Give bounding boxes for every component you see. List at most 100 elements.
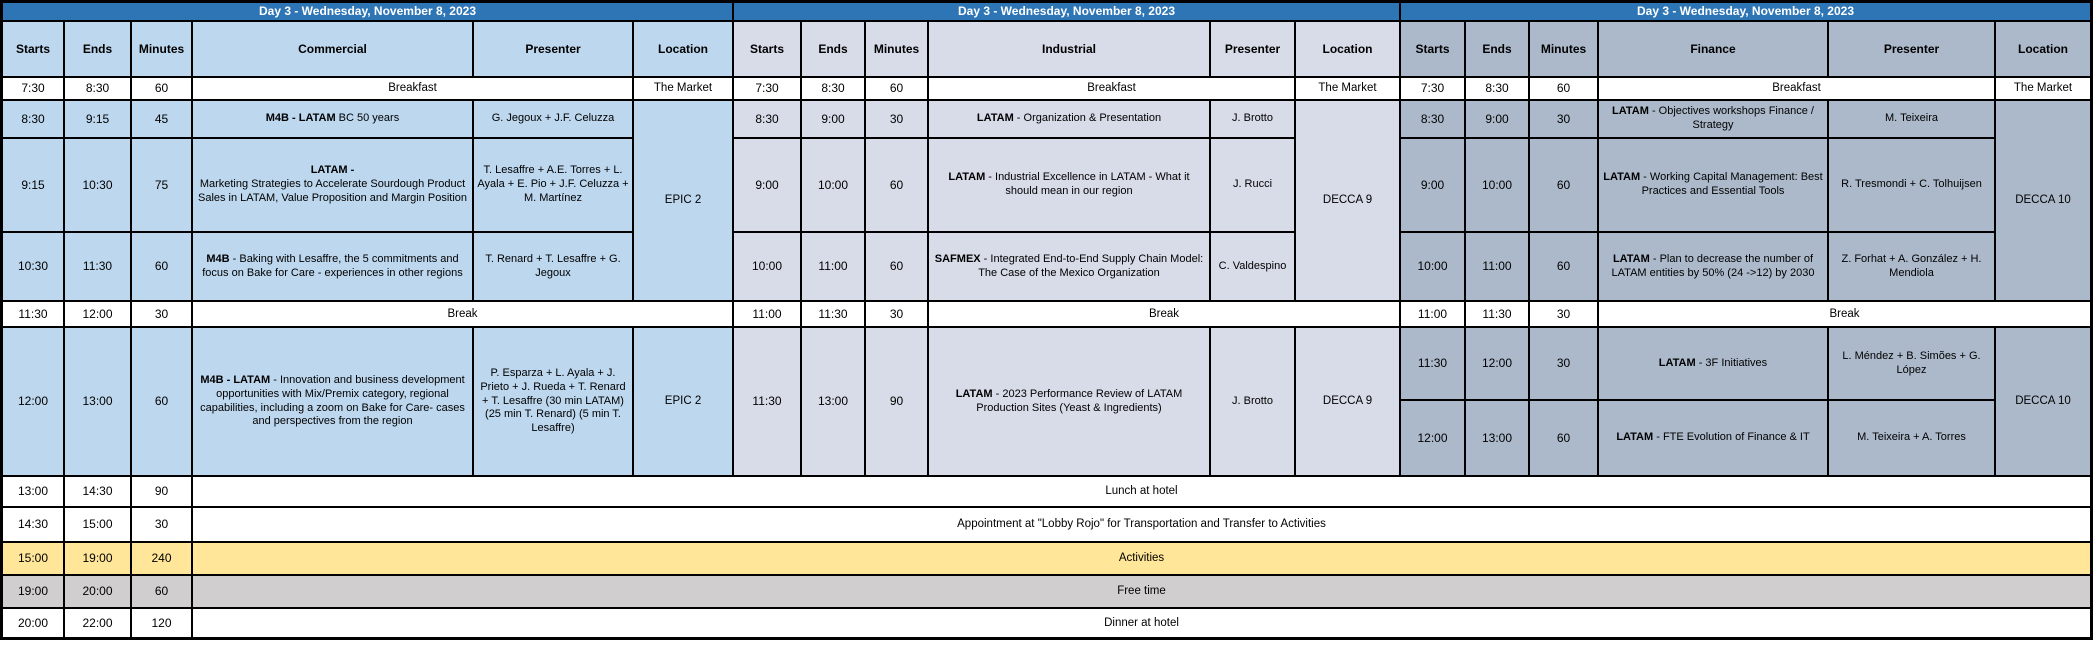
session-starts-industrial: 11:30 [734, 328, 800, 475]
full-row-starts: 14:30 [3, 508, 63, 541]
session-starts-finance: 12:00 [1401, 401, 1464, 475]
session-starts-finance: 8:30 [1401, 101, 1464, 137]
morning-location-industrial: DECCA 9 [1296, 101, 1399, 300]
session-minutes-finance: 60 [1530, 233, 1597, 300]
break-ends-commercial: 12:00 [65, 302, 130, 326]
breakfast-starts-finance: 7:30 [1401, 78, 1464, 99]
session-ends-industrial: 9:00 [802, 101, 864, 137]
session-ends-commercial: 10:30 [65, 139, 130, 231]
topic-bold-prefix: M4B [206, 252, 230, 265]
session-topic-finance: LATAM - Plan to decrease the number of L… [1599, 233, 1827, 300]
topic-text: - Innovation and business development op… [200, 374, 465, 428]
session-minutes-finance: 60 [1530, 139, 1597, 231]
header-minutes-industrial: Minutes [866, 22, 927, 76]
topic-bold-prefix: LATAM [1603, 171, 1641, 184]
session-presenter-industrial: J. Rucci [1211, 139, 1294, 231]
header-minutes-commercial: Minutes [132, 22, 191, 76]
session-starts-commercial: 12:00 [3, 328, 63, 475]
session-starts-finance: 11:30 [1401, 328, 1464, 399]
header-track-finance: Finance [1599, 22, 1827, 76]
session-ends-finance: 9:00 [1466, 101, 1528, 137]
topic-text: - Integrated End-to-End Supply Chain Mod… [978, 252, 1204, 279]
session-presenter-industrial: C. Valdespino [1211, 233, 1294, 300]
topic-text: - Baking with Lesaffre, the 5 commitment… [202, 252, 463, 279]
session-presenter-finance: L. Méndez + B. Simões + G. López [1829, 328, 1994, 399]
session-minutes-industrial: 90 [866, 328, 927, 475]
header-location-commercial: Location [634, 22, 732, 76]
section-title-commercial: Day 3 - Wednesday, November 8, 2023 [3, 3, 732, 20]
afternoon-location-finance: DECCA 10 [1996, 328, 2090, 475]
break-starts-finance: 11:00 [1401, 302, 1464, 326]
full-row-ends: 14:30 [65, 477, 130, 506]
session-topic-finance: LATAM - Working Capital Management: Best… [1599, 139, 1827, 231]
afternoon-location-commercial: EPIC 2 [634, 328, 732, 475]
full-row-starts: 20:00 [3, 609, 63, 637]
full-row-starts: 19:00 [3, 576, 63, 607]
break-ends-industrial: 11:30 [802, 302, 864, 326]
full-row-label: Free time [193, 576, 2090, 607]
header-ends-finance: Ends [1466, 22, 1528, 76]
session-ends-industrial: 10:00 [802, 139, 864, 231]
session-minutes-commercial: 45 [132, 101, 191, 137]
session-topic-industrial: SAFMEX - Integrated End-to-End Supply Ch… [929, 233, 1209, 300]
topic-bold-prefix: LATAM [1658, 356, 1696, 369]
full-row-starts: 13:00 [3, 477, 63, 506]
breakfast-starts-industrial: 7:30 [734, 78, 800, 99]
session-ends-finance: 13:00 [1466, 401, 1528, 475]
full-row-ends: 20:00 [65, 576, 130, 607]
session-minutes-commercial: 60 [132, 328, 191, 475]
topic-bold-prefix: LATAM [976, 112, 1014, 125]
full-row-label: Appointment at "Lobby Rojo" for Transpor… [193, 508, 2090, 541]
breakfast-minutes-industrial: 60 [866, 78, 927, 99]
session-topic-commercial: M4B - Baking with Lesaffre, the 5 commit… [193, 233, 472, 300]
breakfast-location-industrial: The Market [1296, 78, 1399, 99]
topic-bold-prefix: LATAM [955, 387, 993, 400]
break-label-finance: Break [1599, 302, 2090, 326]
session-minutes-commercial: 60 [132, 233, 191, 300]
topic-bold-prefix: LATAM [1612, 252, 1650, 265]
topic-text: - Organization & Presentation [1013, 112, 1162, 125]
topic-text: - Objectives workshops Finance / Strateg… [1648, 105, 1814, 131]
session-starts-commercial: 9:15 [3, 139, 63, 231]
header-location-finance: Location [1996, 22, 2090, 76]
header-ends-industrial: Ends [802, 22, 864, 76]
full-row-minutes: 90 [132, 477, 191, 506]
session-ends-industrial: 11:00 [802, 233, 864, 300]
session-presenter-finance: M. Teixeira [1829, 101, 1994, 137]
session-minutes-commercial: 75 [132, 139, 191, 231]
session-presenter-commercial: T. Renard + T. Lesaffre + G. Jegoux [474, 233, 632, 300]
session-topic-finance: LATAM - Objectives workshops Finance / S… [1599, 101, 1827, 137]
breakfast-ends-finance: 8:30 [1466, 78, 1528, 99]
session-presenter-commercial: G. Jegoux + J.F. Celuzza [474, 101, 632, 137]
full-row-ends: 22:00 [65, 609, 130, 637]
break-minutes-industrial: 30 [866, 302, 927, 326]
breakfast-location-commercial: The Market [634, 78, 732, 99]
session-topic-finance: LATAM - 3F Initiatives [1599, 328, 1827, 399]
session-topic-commercial: LATAM - Marketing Strategies to Accelera… [193, 139, 472, 231]
session-starts-finance: 9:00 [1401, 139, 1464, 231]
full-row-starts: 15:00 [3, 543, 63, 574]
session-presenter-finance: M. Teixeira + A. Torres [1829, 401, 1994, 475]
session-topic-commercial: M4B - LATAM BC 50 years [193, 101, 472, 137]
session-presenter-commercial: T. Lesaffre + A.E. Torres + L. Ayala + E… [474, 139, 632, 231]
session-starts-industrial: 9:00 [734, 139, 800, 231]
breakfast-ends-industrial: 8:30 [802, 78, 864, 99]
breakfast-minutes-finance: 60 [1530, 78, 1597, 99]
header-track-industrial: Industrial [929, 22, 1209, 76]
full-row-ends: 19:00 [65, 543, 130, 574]
session-minutes-industrial: 60 [866, 139, 927, 231]
session-starts-commercial: 8:30 [3, 101, 63, 137]
breakfast-label-finance: Breakfast [1599, 78, 1994, 99]
session-topic-industrial: LATAM - Industrial Excellence in LATAM -… [929, 139, 1209, 231]
session-topic-commercial: M4B - LATAM - Innovation and business de… [193, 328, 472, 475]
session-minutes-industrial: 30 [866, 101, 927, 137]
topic-text: - 2023 Performance Review of LATAM Produ… [976, 387, 1183, 414]
session-presenter-finance: Z. Forhat + A. González + H. Mendiola [1829, 233, 1994, 300]
breakfast-label-industrial: Breakfast [929, 78, 1294, 99]
topic-text: - FTE Evolution of Finance & IT [1653, 431, 1810, 444]
break-starts-commercial: 11:30 [3, 302, 63, 326]
topic-bold-prefix: LATAM [948, 171, 986, 184]
full-row-minutes: 120 [132, 609, 191, 637]
session-ends-commercial: 11:30 [65, 233, 130, 300]
full-row-ends: 15:00 [65, 508, 130, 541]
